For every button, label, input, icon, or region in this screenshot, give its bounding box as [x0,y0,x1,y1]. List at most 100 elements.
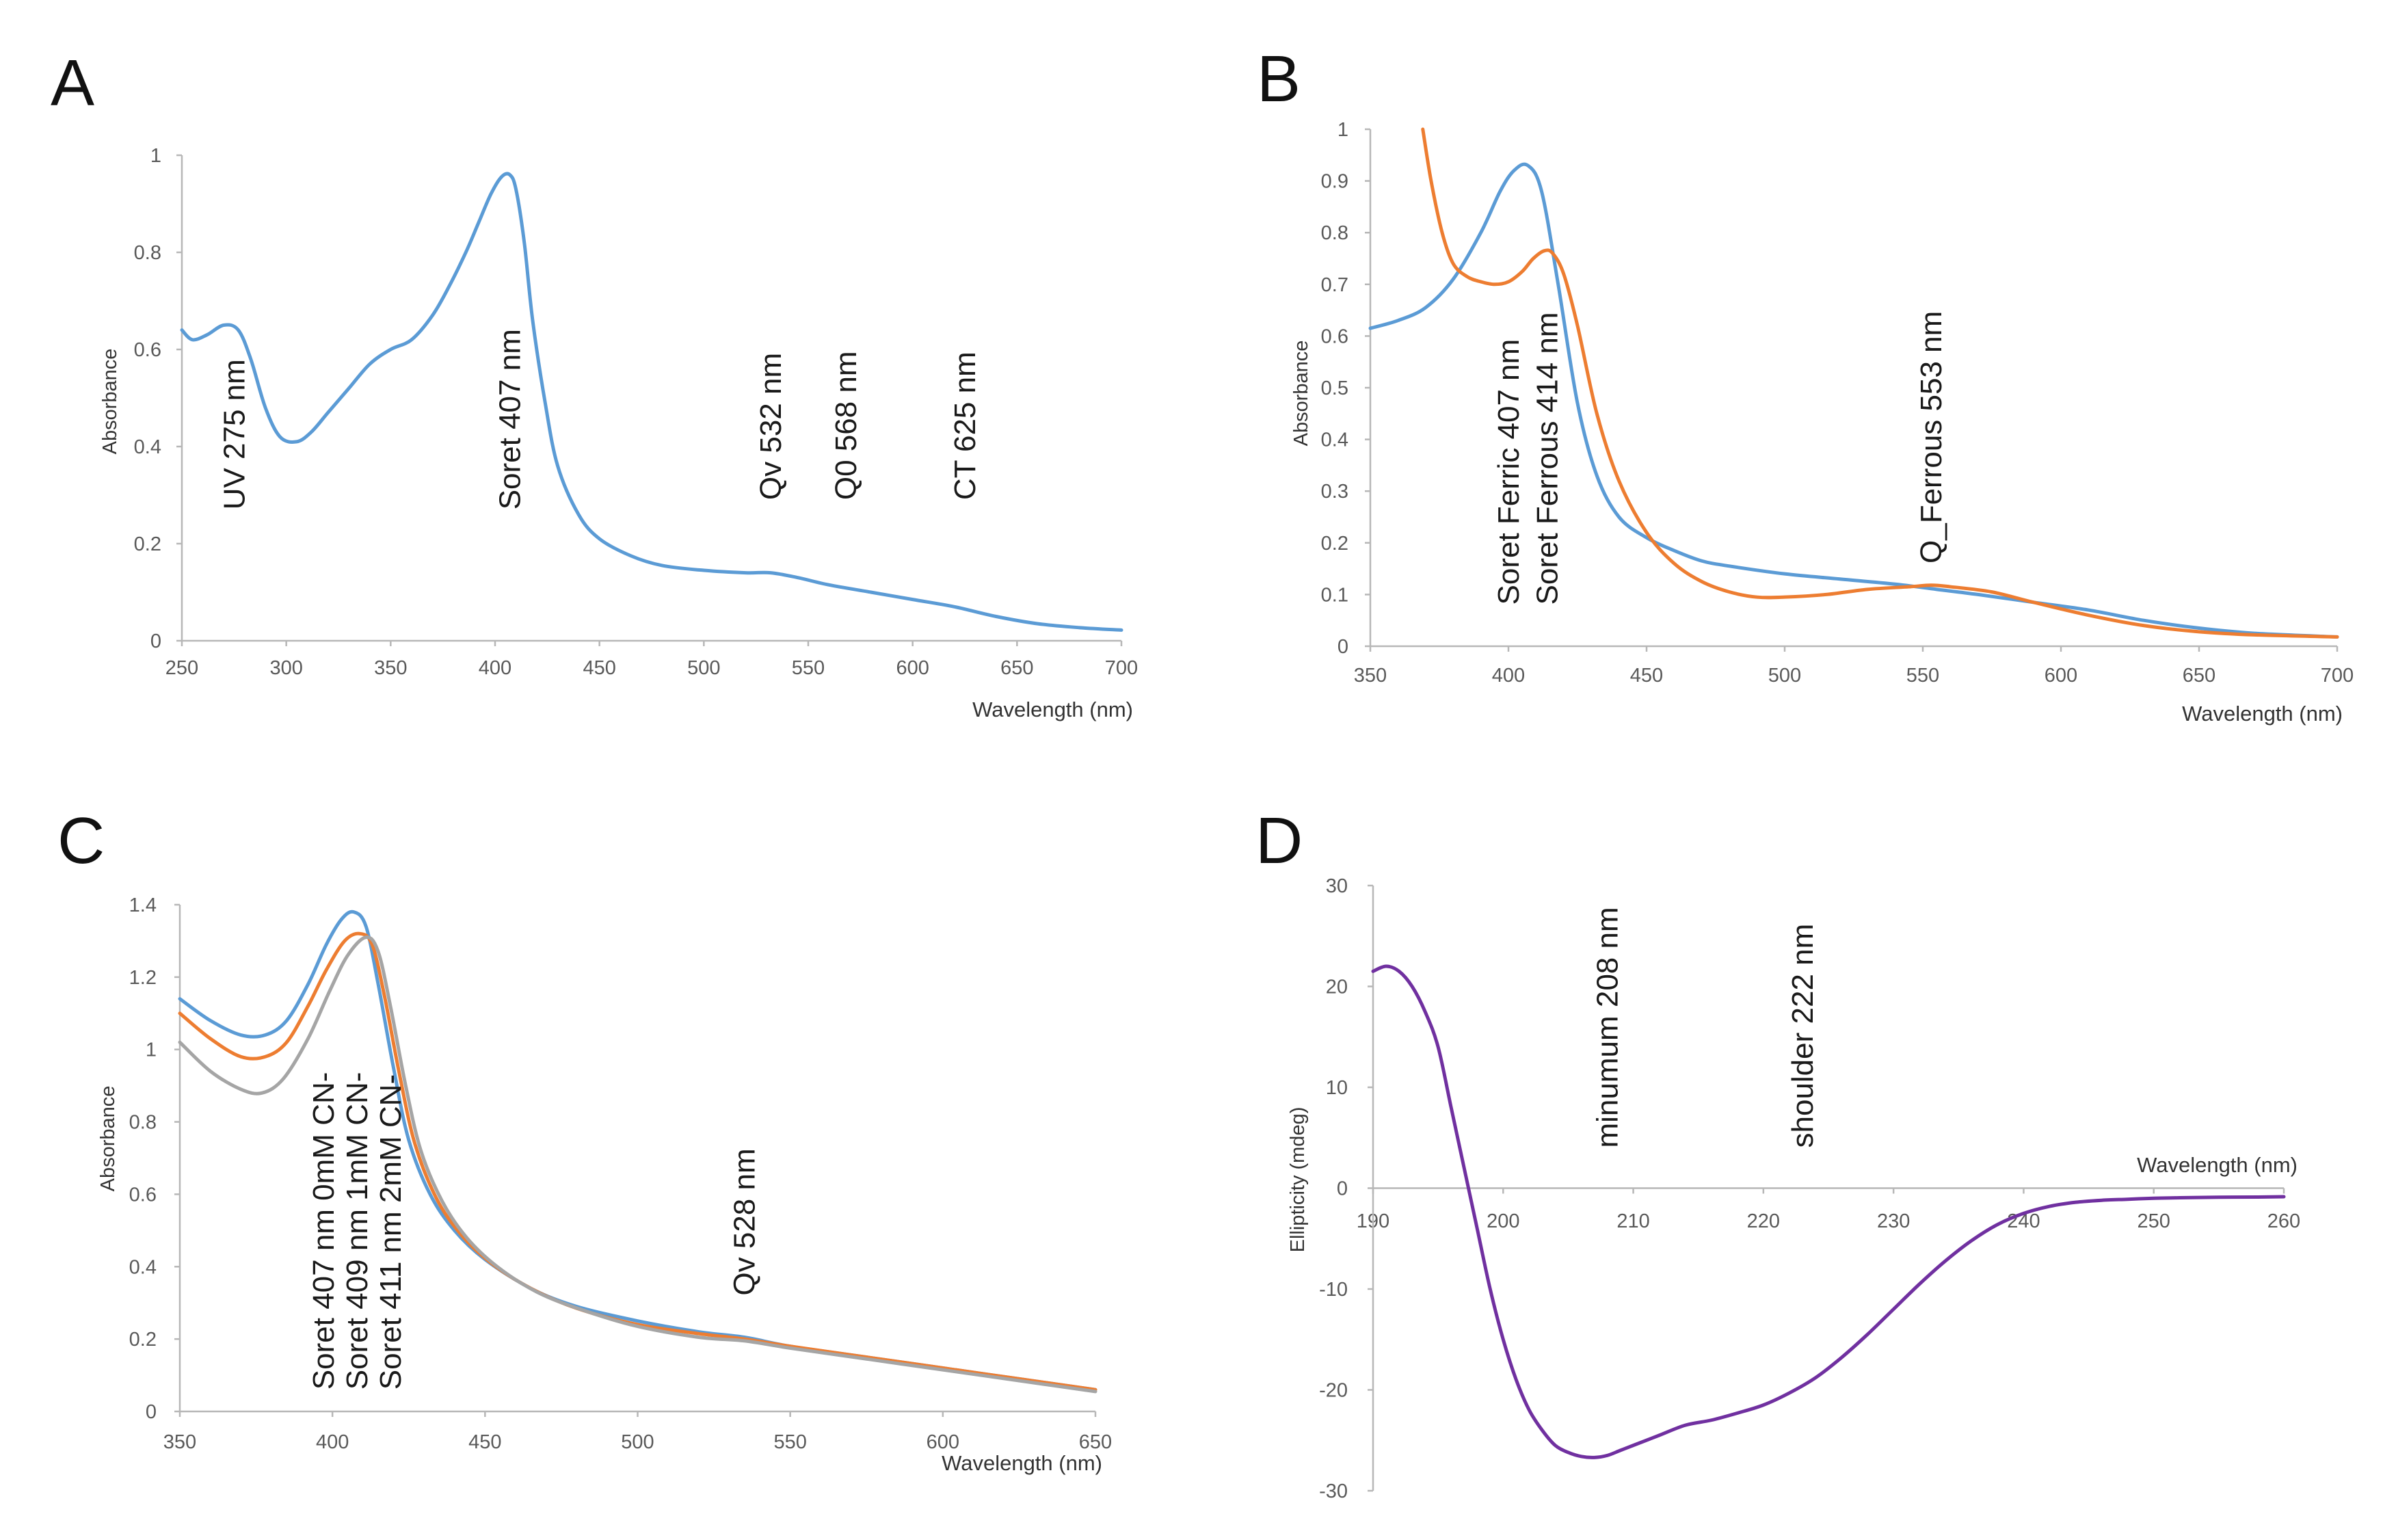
panel-c-x-tick-label: 600 [927,1431,959,1453]
panel-c-annotation: Soret 407 nm 0mM CN- [307,1072,341,1390]
panel-c-x-tick-label: 450 [468,1431,501,1453]
panel-b-x-tick-label: 600 [2045,665,2077,687]
panel-d-annotation: shoulder 222 nm [1786,924,1820,1148]
panel-b-annotation: Soret Ferrous 414 nm [1531,313,1565,605]
panel-d-x-ticks: 190 200 210 220 230 240 250 260 [1357,1188,2300,1232]
panel-b-y-tick-label: 0.9 [1321,171,1348,193]
panel-d-x-tick-label: 230 [1877,1210,1910,1232]
panel-c-letter: C [57,804,105,877]
panel-d-y-tick-label: -20 [1319,1380,1348,1402]
panel-b-series-ferric [1368,162,2339,639]
panel-d-y-tick-label: 0 [1337,1178,1348,1200]
panel-c-axes [178,905,1095,1413]
panel-d-annotations: minumum 208 nm shoulder 222 nm [1591,907,1820,1147]
panel-d-y-tick-label: 20 [1326,977,1348,998]
panel-c-y-tick-label: 0.4 [129,1256,157,1278]
panel-c-x-tick-label: 650 [1079,1431,1112,1453]
panel-b-x-axis-label: Wavelength (nm) [2182,702,2343,726]
panel-a-y-tick-label: 1 [150,145,161,167]
panel-b-x-tick-label: 450 [1630,665,1663,687]
panel-d-series-cd-spectrum [1371,964,2286,1459]
panel-c-series-1mm-cn [178,931,1097,1392]
panel-a-y-tick-label: 0.2 [134,533,161,555]
panel-c: C Absorbance Wavelength (nm) 00.20.40.60… [57,804,1112,1475]
panel-a-y-tick-label: 0 [150,630,161,652]
panel-a-x-tick-label: 700 [1105,657,1138,679]
panel-b-y-tick-label: 0.5 [1321,377,1348,399]
panel-a-y-tick-label: 0.4 [134,436,161,458]
panel-c-x-tick-label: 500 [621,1431,654,1453]
panel-b-y-tick-label: 0.2 [1321,533,1348,555]
panel-d-x-tick-label: 210 [1616,1210,1649,1232]
panel-a-annotation: Soret 407 nm [493,329,527,509]
panel-a-x-tick-label: 600 [896,657,929,679]
panel-a: A Absorbance Wavelength (nm) 00.20.40.60… [51,47,1138,721]
panel-a-x-tick-label: 350 [374,657,407,679]
panel-b-annotations: Soret Ferric 407 nm Soret Ferrous 414 nm Q… [1492,311,1948,605]
panel-a-annotation: Qv 532 nm [754,353,788,500]
panel-b-y-ticks: 0 0.1 0.2 0.3 0.4 0.5 0.6 0.7 0.8 0.9 1 [1321,119,1370,658]
panel-d-x-axis-label: Wavelength (nm) [2137,1153,2298,1177]
panel-d-y-ticks: -30 -20 -10 0 10 20 30 [1319,875,1373,1502]
panel-b-series [1368,127,2339,639]
panel-d-x-tick-label: 220 [1747,1210,1780,1232]
panel-a-x-tick-label: 400 [479,657,511,679]
panel-a-x-ticks: 250 300 350 400 450 500 550 600 650 700 [165,641,1138,679]
panel-b-x-tick-label: 550 [1906,665,1939,687]
panel-d-letter: D [1255,804,1303,877]
panel-c-y-tick-label: 0.6 [129,1184,157,1206]
panel-b-y-axis-label: Absorbance [1290,341,1312,447]
panel-d-annotation: minumum 208 nm [1591,907,1625,1147]
panel-d-axes [1372,886,2284,1491]
panel-c-y-tick-label: 1 [146,1039,157,1061]
panel-b: B Absorbance Wavelength (nm) 00.10.20.30… [1257,42,2354,726]
panel-b-x-ticks: 350 400 450 500 550 600 650 700 [1354,646,2354,687]
panel-a-x-tick-label: 450 [583,657,615,679]
panel-c-y-tick-label: 0.2 [129,1329,157,1351]
panel-d-y-tick-label: -30 [1319,1481,1348,1502]
panel-b-x-tick-label: 400 [1492,665,1525,687]
panel-b-annotation: Q_Ferrous 553 nm [1915,311,1948,563]
panel-a-x-tick-label: 250 [165,657,198,679]
panel-b-y-tick-label: 0.6 [1321,326,1348,347]
panel-c-y-tick-label: 0 [146,1401,157,1423]
panel-c-x-ticks: 350 400 450 500 550 600 650 [163,1411,1112,1453]
panel-a-y-tick-label: 0.6 [134,339,161,361]
panel-d-series [1371,964,2286,1459]
panel-d-y-tick-label: 10 [1326,1077,1348,1099]
panel-b-y-tick-label: 0.1 [1321,584,1348,606]
panel-b-y-tick-label: 0.7 [1321,274,1348,296]
panel-c-annotation: Qv 528 nm [728,1148,762,1295]
panel-a-x-tick-label: 550 [792,657,825,679]
panel-b-x-tick-label: 500 [1768,665,1801,687]
panel-a-series-ferric [180,172,1123,632]
panel-a-x-tick-label: 650 [1000,657,1033,679]
panel-a-x-axis-label: Wavelength (nm) [972,698,1133,721]
panel-c-x-tick-label: 350 [163,1431,196,1453]
panel-c-series-2mm-cn [178,935,1097,1394]
panel-a-annotations: UV 275 nm Soret 407 nm Qv 532 nm Q0 568 nm C… [217,329,982,509]
panel-b-x-tick-label: 700 [2321,665,2354,687]
panel-a-annotation: CT 625 nm [948,351,982,500]
panel-a-series [180,172,1123,632]
panel-c-y-axis-label: Absorbance [97,1086,119,1192]
panel-a-letter: A [51,47,94,120]
panel-a-y-ticks: 0 0.2 0.4 0.6 0.8 1 [134,145,182,652]
panel-c-annotation: Soret 411 nm 2mM CN- [374,1074,408,1390]
panel-c-annotation: Soret 409 nm 1mM CN- [341,1072,374,1390]
panel-b-letter: B [1257,42,1301,116]
panel-b-annotation: Soret Ferric 407 nm [1492,339,1526,605]
panel-c-y-ticks: 0 0.2 0.4 0.6 0.8 1 1.2 1.4 [129,894,180,1423]
panel-a-annotation: Q0 568 nm [829,351,863,500]
panel-b-series-ferrous [1421,127,2339,639]
panel-c-y-tick-label: 1.4 [129,894,157,916]
panel-b-y-tick-label: 0.8 [1321,222,1348,244]
panel-c-x-tick-label: 550 [773,1431,806,1453]
panel-a-y-axis-label: Absorbance [99,349,121,455]
panel-a-y-tick-label: 0.8 [134,242,161,264]
panel-d-x-tick-label: 200 [1487,1210,1519,1232]
panel-c-annotations: Soret 407 nm 0mM CN- Soret 409 nm 1mM CN-… [307,1072,762,1390]
panel-c-x-axis-label: Wavelength (nm) [942,1451,1102,1475]
panel-b-axes [1369,129,2337,648]
panel-b-x-tick-label: 350 [1354,665,1387,687]
